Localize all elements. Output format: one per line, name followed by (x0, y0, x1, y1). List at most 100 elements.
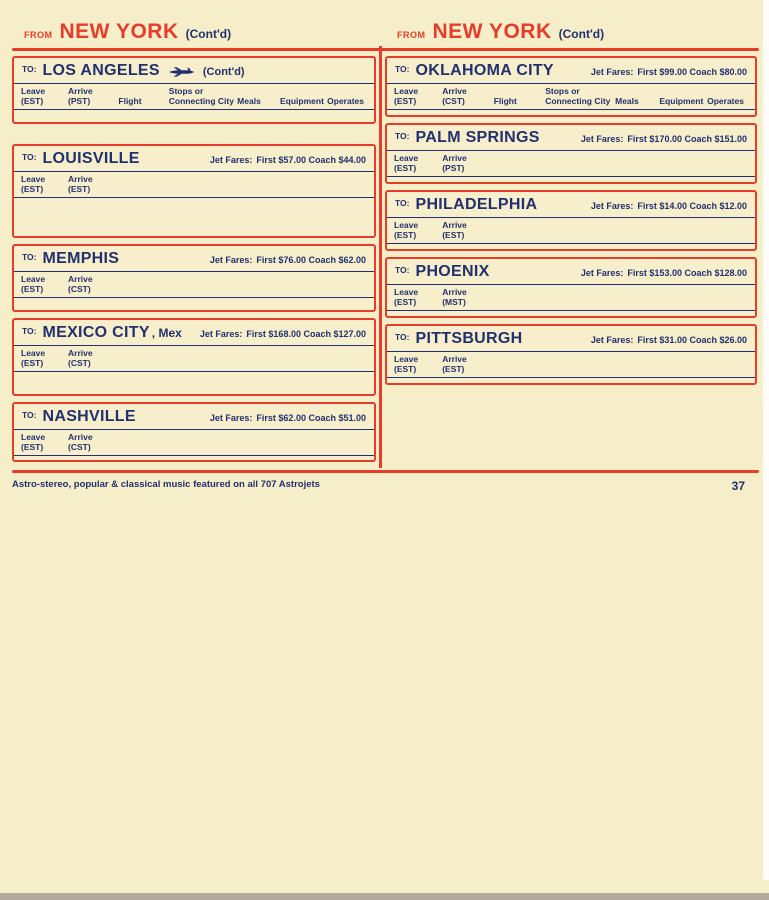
destination-city: PHOENIX (415, 263, 490, 280)
timetable-page: FROM NEW YORK (Cont'd) FROM NEW YORK (Co… (12, 20, 759, 493)
jet-fares: Jet Fares: First $62.00 Coach $51.00 (210, 413, 366, 423)
to-label: TO: (395, 198, 410, 208)
table-contd: (Cont'd) (202, 66, 245, 78)
header-arrive: Arrive (CST) (68, 432, 93, 453)
destination-header: TO: PHOENIX Jet Fares: First $153.00 Coa… (387, 259, 755, 285)
to-label: TO: (395, 64, 410, 74)
jet-fares: Jet Fares: First $57.00 Coach $44.00 (210, 155, 366, 165)
header-flight: Flight (118, 96, 142, 107)
header-arrive: Arrive (CST) (68, 348, 93, 369)
airplane-icon (168, 63, 195, 81)
column-headers: Leave (EST) Arrive (PST) Flight Stops or Co… (14, 84, 374, 110)
jet-fares: Jet Fares: First $170.00 Coach $151.00 (581, 134, 747, 144)
destination-city: PHILADELPHIA (415, 196, 538, 213)
header-meals: Meals (237, 96, 261, 107)
jet-fares: Jet Fares: First $76.00 Coach $62.00 (210, 255, 366, 265)
footer-note: Astro-stereo, popular & classical music … (12, 479, 320, 490)
destination-table: TO: MEMPHIS Jet Fares: First $76.00 Coac… (12, 244, 376, 312)
destination-table: TO: PHILADELPHIA Jet Fares: First $14.00… (385, 190, 757, 251)
destination-table: TO: PHOENIX Jet Fares: First $153.00 Coa… (385, 257, 757, 318)
jet-fares-label: Jet Fares: (580, 268, 624, 278)
left-column: TO: LOS ANGELES (Cont'd) Leave (EST) Arri… (12, 56, 376, 468)
jet-fares: Jet Fares: First $99.00 Coach $80.00 (591, 67, 747, 77)
destination-header: TO: PALM SPRINGS Jet Fares: First $170.0… (387, 125, 755, 151)
header-stops: Stops or Connecting City (545, 86, 611, 107)
jet-fares: Jet Fares: First $168.00 Coach $127.00 (200, 329, 366, 339)
destination-header: TO: PITTSBURGH Jet Fares: First $31.00 C… (387, 326, 755, 352)
header-flight: Flight (493, 96, 517, 107)
header-arrive: Arrive (CST) (68, 274, 93, 295)
page-headers: FROM NEW YORK (Cont'd) FROM NEW YORK (Co… (12, 20, 759, 48)
header-stops: Stops or Connecting City (168, 86, 234, 107)
to-label: TO: (22, 410, 37, 420)
column-headers: Leave (EST) Arrive (MST) (387, 285, 755, 311)
destination-table: TO: LOS ANGELES (Cont'd) Leave (EST) Arri… (12, 56, 376, 124)
jet-fares-value: First $168.00 Coach $127.00 (246, 329, 366, 339)
jet-fares-value: First $57.00 Coach $44.00 (256, 155, 366, 165)
jet-fares-label: Jet Fares: (209, 255, 253, 265)
to-label: TO: (395, 332, 410, 342)
from-city: NEW YORK (432, 20, 552, 43)
to-label: TO: (22, 252, 37, 262)
from-label: FROM (24, 30, 53, 40)
jet-fares-value: First $14.00 Coach $12.00 (637, 201, 747, 211)
header-equipment: Equipment (280, 96, 324, 107)
destination-table: TO: MEXICO CITY , Mex Jet Fares: First $… (12, 318, 376, 396)
jet-fares: Jet Fares: First $14.00 Coach $12.00 (591, 201, 747, 211)
destination-header: TO: OKLAHOMA CITY Jet Fares: First $99.0… (387, 58, 755, 84)
from-header-left: FROM NEW YORK (Cont'd) (12, 20, 376, 44)
header-arrive: Arrive (EST) (442, 354, 467, 375)
header-leave: Leave (EST) (21, 174, 46, 195)
contd-label: (Cont'd) (185, 27, 232, 41)
jet-fares-label: Jet Fares: (590, 201, 634, 211)
jet-fares-label: Jet Fares: (590, 335, 634, 345)
jet-fares-label: Jet Fares: (209, 155, 253, 165)
jet-fares: Jet Fares: First $31.00 Coach $26.00 (591, 335, 747, 345)
destination-table: TO: OKLAHOMA CITY Jet Fares: First $99.0… (385, 56, 757, 117)
header-arrive: Arrive (EST) (68, 174, 93, 195)
header-arrive: Arrive (PST) (68, 86, 93, 107)
table-columns: TO: LOS ANGELES (Cont'd) Leave (EST) Arri… (12, 46, 759, 468)
destination-header: TO: MEMPHIS Jet Fares: First $76.00 Coac… (14, 246, 374, 272)
header-leave: Leave (EST) (394, 354, 419, 375)
header-leave: Leave (EST) (21, 348, 46, 369)
jet-fares-label: Jet Fares: (209, 413, 253, 423)
from-city: NEW YORK (59, 20, 179, 43)
column-headers: Leave (EST) Arrive (EST) (387, 352, 755, 378)
right-column: TO: OKLAHOMA CITY Jet Fares: First $99.0… (385, 56, 757, 468)
city-suffix: , Mex (151, 326, 182, 340)
header-leave: Leave (EST) (21, 432, 46, 453)
from-header-right: FROM NEW YORK (Cont'd) (385, 20, 757, 44)
jet-fares-value: First $170.00 Coach $151.00 (627, 134, 747, 144)
header-operates: Operates (707, 96, 744, 107)
page-footer: Astro-stereo, popular & classical music … (12, 473, 759, 493)
to-label: TO: (395, 131, 410, 141)
destination-table: TO: PALM SPRINGS Jet Fares: First $170.0… (385, 123, 757, 184)
destination-table: TO: LOUISVILLE Jet Fares: First $57.00 C… (12, 144, 376, 238)
header-arrive: Arrive (EST) (442, 220, 467, 241)
jet-fares-label: Jet Fares: (199, 329, 243, 339)
destination-city: LOS ANGELES (42, 62, 160, 79)
header-leave: Leave (EST) (394, 153, 419, 174)
header-operates: Operates (327, 96, 365, 107)
page-number: 37 (731, 479, 745, 493)
destination-header: TO: NASHVILLE Jet Fares: First $62.00 Co… (14, 404, 374, 430)
bottom-rule (12, 470, 759, 473)
to-label: TO: (22, 152, 37, 162)
jet-fares-value: First $153.00 Coach $128.00 (627, 268, 747, 278)
jet-fares-value: First $99.00 Coach $80.00 (637, 67, 747, 77)
destination-city: LOUISVILLE (42, 150, 140, 167)
destination-city: PITTSBURGH (415, 330, 523, 347)
jet-fares-label: Jet Fares: (590, 67, 634, 77)
column-headers: Leave (EST) Arrive (PST) (387, 151, 755, 177)
destination-header: TO: MEXICO CITY , Mex Jet Fares: First $… (14, 320, 374, 346)
header-arrive: Arrive (CST) (442, 86, 467, 107)
column-headers: Leave (EST) Arrive (EST) (387, 218, 755, 244)
header-leave: Leave (EST) (21, 86, 46, 107)
jet-fares-value: First $62.00 Coach $51.00 (256, 413, 366, 423)
header-leave: Leave (EST) (21, 274, 46, 295)
destination-header: TO: LOUISVILLE Jet Fares: First $57.00 C… (14, 146, 374, 172)
header-leave: Leave (EST) (394, 86, 419, 107)
jet-fares-label: Jet Fares: (580, 134, 624, 144)
scan-edge-bottom (0, 893, 769, 900)
